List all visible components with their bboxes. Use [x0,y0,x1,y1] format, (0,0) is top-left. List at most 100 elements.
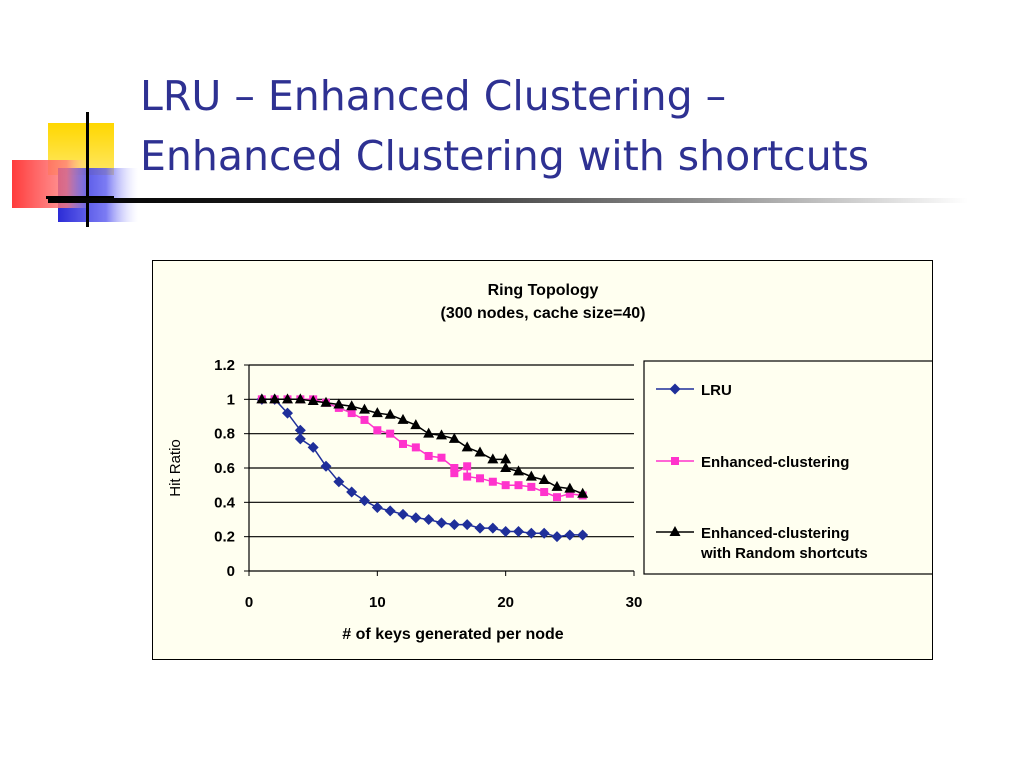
data-point-series-3 [538,474,550,485]
data-point-series-2 [411,443,420,452]
data-point-series-3 [487,453,499,464]
data-point-series-3 [577,487,589,498]
data-point-series-3 [513,465,524,476]
x-tick-label: 20 [497,594,514,611]
data-point-series-2 [463,462,472,471]
data-point-series-2 [450,469,459,478]
data-point-series-2 [360,415,369,424]
legend-marker-2 [671,457,679,465]
data-point-series-1 [282,407,293,419]
y-tick-label: 1 [227,391,235,408]
data-point-series-3 [448,432,460,443]
y-tick-label: 0 [227,563,235,580]
data-point-series-3 [346,400,358,411]
legend-box [643,360,932,575]
data-point-series-3 [294,393,306,404]
data-point-series-3 [359,403,370,414]
chart-title: Ring Topology [488,282,599,299]
legend-marker-3 [669,526,681,536]
data-point-series-2 [565,489,574,498]
decorative-squares-icon [12,112,138,227]
data-point-series-3 [474,446,486,457]
data-point-series-3 [564,482,576,493]
data-point-series-3 [333,398,345,409]
data-point-series-1 [474,522,486,534]
data-point-series-1 [525,527,537,539]
data-point-series-2 [463,472,472,481]
data-point-series-3 [256,393,268,404]
data-point-series-3 [436,429,447,440]
data-point-series-3 [551,480,563,491]
y-tick-label: 1.2 [214,357,235,374]
data-point-series-1 [538,527,550,539]
data-point-series-1 [307,441,319,453]
y-tick-label: 0.6 [214,460,235,477]
data-point-series-1 [359,495,370,507]
data-point-series-1 [461,519,473,531]
data-point-series-1 [500,526,512,538]
chart-subtitle: (300 nodes, cache size=40) [441,305,646,322]
data-point-series-2 [514,481,523,490]
data-point-series-1 [487,522,499,534]
data-point-series-2 [553,493,561,502]
slide-title-line-2: Enhanced Clustering with shortcuts [140,132,870,180]
legend-label-3: with Random shortcuts [700,545,868,562]
data-point-series-2 [450,464,459,472]
data-point-series-1 [551,531,563,543]
data-point-series-3 [282,393,293,404]
data-point-series-2 [540,488,549,497]
legend-marker-1 [669,383,681,395]
legend-label-3: Enhanced-clustering [701,525,849,542]
data-point-series-1 [448,519,460,531]
legend-label-1: LRU [701,382,732,399]
title-divider [48,198,968,203]
hit-ratio-chart: Ring Topology (300 nodes, cache size=40) 0… [167,282,932,643]
y-tick-label: 0.8 [214,426,235,443]
data-point-series-3 [410,419,422,430]
data-point-series-3 [500,462,512,472]
data-point-series-2 [424,451,433,460]
data-point-series-2 [373,426,382,435]
data-point-series-3 [397,413,409,424]
data-point-series-3 [423,427,435,438]
data-point-series-1 [346,486,358,498]
data-point-series-3 [269,393,281,404]
slide-title: LRU – Enhanced Clustering – Enhanced Clu… [140,66,1000,186]
data-point-series-1 [577,529,589,541]
series-line-2 [261,398,583,498]
data-point-series-2 [347,409,356,418]
x-tick-label: 30 [626,594,643,611]
data-point-series-2 [399,439,407,448]
data-point-series-3 [461,441,473,452]
data-point-series-1 [384,505,396,517]
data-point-series-2 [527,482,536,491]
data-point-series-2 [488,477,497,486]
data-point-series-3 [525,470,537,481]
data-point-series-1 [513,526,524,538]
y-axis-label: Hit Ratio [167,439,184,497]
data-point-series-2 [476,474,484,483]
data-point-series-1 [423,514,435,525]
x-axis-label: # of keys generated per node [342,626,564,643]
data-point-series-1 [320,460,332,472]
y-tick-label: 0.4 [214,494,236,511]
chart-frame: Ring Topology (300 nodes, cache size=40) 0… [152,260,933,660]
data-point-series-2 [386,429,395,438]
data-point-series-3 [371,407,383,418]
data-point-series-3 [307,395,319,406]
data-point-series-1 [294,433,306,445]
data-point-series-3 [320,396,332,407]
data-point-series-1 [410,512,422,524]
data-point-series-1 [294,424,306,436]
slide-title-line-1: LRU – Enhanced Clustering – [140,72,727,120]
data-point-series-3 [384,408,396,419]
data-point-series-3 [500,453,512,464]
x-tick-label: 0 [245,594,253,611]
data-point-series-1 [397,508,409,520]
data-point-series-1 [371,501,383,513]
data-point-series-1 [436,517,447,529]
data-point-series-1 [333,476,345,488]
y-tick-label: 0.2 [214,529,235,546]
data-point-series-1 [564,529,576,541]
x-tick-label: 10 [369,594,386,611]
